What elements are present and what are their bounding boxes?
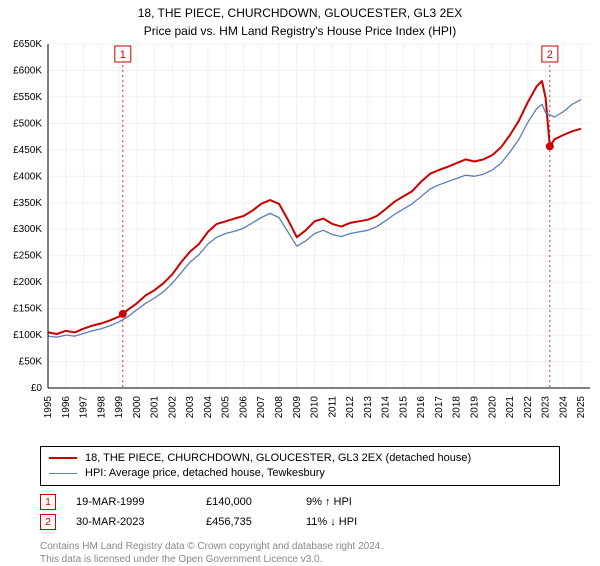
- svg-text:1998: 1998: [96, 395, 107, 418]
- svg-text:£300K: £300K: [13, 224, 42, 235]
- svg-text:2015: 2015: [398, 395, 409, 418]
- svg-text:2022: 2022: [523, 395, 534, 418]
- svg-text:£0: £0: [31, 383, 43, 394]
- svg-text:2009: 2009: [292, 395, 303, 418]
- svg-text:2010: 2010: [310, 395, 321, 418]
- svg-text:£550K: £550K: [13, 92, 42, 103]
- svg-text:£600K: £600K: [13, 65, 42, 76]
- annotation-date: 30-MAR-2023: [76, 516, 186, 528]
- annotation-price: £140,000: [206, 496, 286, 508]
- legend-label: HPI: Average price, detached house, Tewk…: [85, 466, 325, 481]
- line-chart: £0 £50K £100K £150K £200K £250K £300K £350K £400…: [0, 38, 600, 438]
- legend-swatch: [49, 457, 77, 459]
- footer-line1: Contains HM Land Registry data © Crown c…: [40, 540, 560, 553]
- svg-text:2014: 2014: [381, 395, 392, 418]
- svg-text:2016: 2016: [416, 395, 427, 418]
- svg-text:£250K: £250K: [13, 250, 42, 261]
- svg-text:£50K: £50K: [19, 356, 43, 367]
- svg-text:2013: 2013: [363, 395, 374, 418]
- svg-text:2000: 2000: [132, 395, 143, 418]
- svg-text:2: 2: [547, 49, 553, 61]
- chart-container: 18, THE PIECE, CHURCHDOWN, GLOUCESTER, G…: [0, 0, 600, 560]
- svg-text:1996: 1996: [61, 395, 72, 418]
- svg-text:2003: 2003: [185, 395, 196, 418]
- annotation-table: 1 19-MAR-1999 £140,000 9% ↑ HPI 2 30-MAR-2023…: [40, 492, 560, 532]
- legend-label: 18, THE PIECE, CHURCHDOWN, GLOUCESTER, G…: [85, 451, 471, 466]
- annotation-date: 19-MAR-1999: [76, 496, 186, 508]
- annotation-row: 1 19-MAR-1999 £140,000 9% ↑ HPI: [40, 492, 560, 512]
- svg-text:2002: 2002: [167, 395, 178, 418]
- svg-text:1997: 1997: [79, 395, 90, 418]
- svg-text:2004: 2004: [203, 395, 214, 418]
- svg-text:2024: 2024: [558, 395, 569, 418]
- svg-text:£500K: £500K: [13, 118, 42, 129]
- chart-title-line1: 18, THE PIECE, CHURCHDOWN, GLOUCESTER, G…: [0, 0, 600, 22]
- svg-text:£200K: £200K: [13, 277, 42, 288]
- svg-text:2011: 2011: [327, 395, 338, 417]
- chart-title-line2: Price paid vs. HM Land Registry's House …: [0, 22, 600, 38]
- svg-text:2020: 2020: [487, 395, 498, 418]
- annotation-number-box: 2: [40, 514, 56, 530]
- svg-text:2018: 2018: [452, 395, 463, 418]
- svg-text:2007: 2007: [256, 395, 267, 418]
- svg-text:£400K: £400K: [13, 171, 42, 182]
- legend: 18, THE PIECE, CHURCHDOWN, GLOUCESTER, G…: [40, 446, 560, 487]
- legend-swatch: [49, 473, 77, 474]
- footer-attribution: Contains HM Land Registry data © Crown c…: [40, 540, 560, 566]
- svg-text:£450K: £450K: [13, 144, 42, 155]
- svg-text:2017: 2017: [434, 395, 445, 418]
- svg-text:2005: 2005: [221, 395, 232, 418]
- svg-text:2021: 2021: [505, 395, 516, 418]
- legend-item: HPI: Average price, detached house, Tewk…: [49, 466, 551, 481]
- svg-text:2001: 2001: [150, 395, 161, 418]
- svg-text:2008: 2008: [274, 395, 285, 418]
- annotation-price: £456,735: [206, 516, 286, 528]
- annotation-row: 2 30-MAR-2023 £456,735 11% ↓ HPI: [40, 512, 560, 532]
- svg-text:2019: 2019: [469, 395, 480, 418]
- annotation-pct: 11% ↓ HPI: [306, 516, 396, 528]
- annotation-pct: 9% ↑ HPI: [306, 496, 396, 508]
- svg-text:1995: 1995: [43, 395, 54, 418]
- svg-text:£100K: £100K: [13, 330, 42, 341]
- annotation-number-box: 1: [40, 494, 56, 510]
- svg-text:2025: 2025: [576, 395, 587, 418]
- svg-text:£350K: £350K: [13, 197, 42, 208]
- svg-text:2012: 2012: [345, 395, 356, 418]
- svg-text:£650K: £650K: [13, 39, 42, 50]
- svg-text:£150K: £150K: [13, 303, 42, 314]
- svg-text:2023: 2023: [541, 395, 552, 418]
- svg-text:1999: 1999: [114, 395, 125, 418]
- legend-item: 18, THE PIECE, CHURCHDOWN, GLOUCESTER, G…: [49, 451, 551, 466]
- svg-text:2006: 2006: [238, 395, 249, 418]
- svg-text:1: 1: [120, 49, 126, 61]
